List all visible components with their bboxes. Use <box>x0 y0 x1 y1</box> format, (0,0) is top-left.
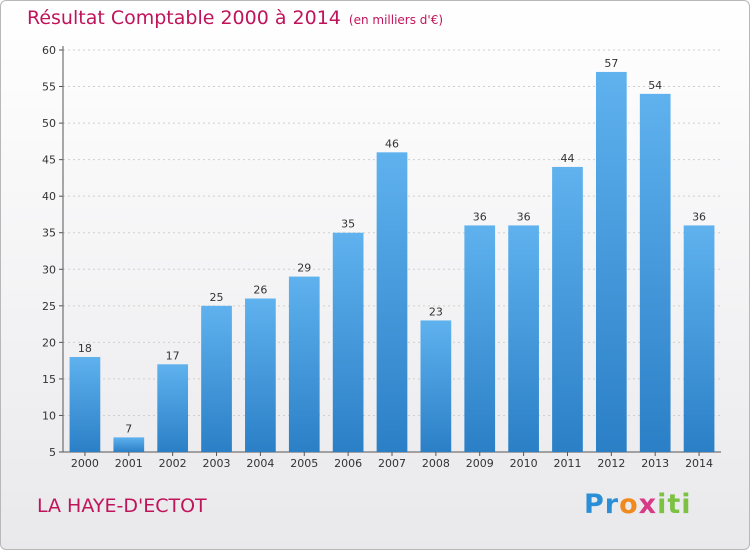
bar-2010 <box>508 225 539 452</box>
labels: 5 10 15 20 25 30 35 40 45 50 55 60 18 2000 7 2001 17 2002… <box>42 44 713 470</box>
data-label-2014: 36 <box>692 210 706 223</box>
x-tick-label-2008: 2008 <box>422 457 450 470</box>
bar-2008 <box>420 320 452 452</box>
bar-2002 <box>157 364 189 452</box>
y-tick-label: 25 <box>42 300 56 313</box>
y-tick-label: 60 <box>42 44 56 57</box>
y-tick-label: 30 <box>42 263 56 276</box>
x-tick-label-2010: 2010 <box>510 457 538 470</box>
y-tick-label: 15 <box>42 373 56 386</box>
y-tick-label: 45 <box>42 154 56 167</box>
data-label-2009: 36 <box>473 210 487 223</box>
chart-unit: (en milliers d'€) <box>348 13 444 27</box>
bar-2005 <box>288 276 320 452</box>
y-tick-label: 10 <box>42 409 56 422</box>
data-label-2001: 7 <box>125 422 132 435</box>
data-label-2002: 17 <box>166 349 180 362</box>
city-name: LA HAYE-D'ECTOT <box>37 495 207 517</box>
bar-2014 <box>683 225 715 452</box>
x-tick-label-2006: 2006 <box>334 457 362 470</box>
data-label-2010: 36 <box>517 210 531 223</box>
data-label-2007: 46 <box>385 137 399 150</box>
chart-title: Résultat Comptable 2000 à 2014 (en millie… <box>27 7 443 29</box>
y-tick-label: 50 <box>42 117 56 130</box>
data-label-2000: 18 <box>78 342 92 355</box>
data-label-2004: 26 <box>253 284 267 297</box>
y-tick-label: 40 <box>42 190 56 203</box>
data-label-2003: 25 <box>210 291 224 304</box>
bar-2012 <box>595 71 627 452</box>
x-tick-label-2000: 2000 <box>71 457 99 470</box>
x-tick-label-2002: 2002 <box>159 457 187 470</box>
x-tick-label-2007: 2007 <box>378 457 406 470</box>
data-label-2013: 54 <box>648 79 662 92</box>
y-tick-label: 35 <box>42 227 56 240</box>
data-label-2011: 44 <box>560 152 574 165</box>
x-tick-label-2001: 2001 <box>115 457 143 470</box>
x-tick-label-2003: 2003 <box>203 457 231 470</box>
bar-2006 <box>332 232 364 452</box>
y-tick-label: 20 <box>42 336 56 349</box>
x-tick-label-2014: 2014 <box>685 457 713 470</box>
x-tick-label-2013: 2013 <box>641 457 669 470</box>
bar-2009 <box>464 225 496 452</box>
y-tick-label: 55 <box>42 81 56 94</box>
proxiti-logo[interactable]: Proxiti <box>584 489 692 520</box>
x-tick-label-2012: 2012 <box>597 457 625 470</box>
y-tick-label: 5 <box>49 446 56 459</box>
chart-title-text: Résultat Comptable 2000 à 2014 <box>27 7 341 29</box>
bar-2004 <box>245 298 276 452</box>
bars <box>69 71 715 453</box>
data-label-2008: 23 <box>429 305 443 318</box>
x-tick-label-2005: 2005 <box>290 457 318 470</box>
data-label-2006: 35 <box>341 218 355 231</box>
bar-2001 <box>113 437 145 452</box>
bar-2000 <box>69 356 101 452</box>
x-tick-label-2004: 2004 <box>246 457 274 470</box>
x-tick-label-2009: 2009 <box>466 457 494 470</box>
bar-2003 <box>201 305 232 452</box>
data-label-2005: 29 <box>297 262 311 275</box>
data-label-2012: 57 <box>604 57 618 70</box>
x-tick-label-2011: 2011 <box>553 457 581 470</box>
bar-2013 <box>639 93 671 452</box>
bar-2007 <box>376 152 408 452</box>
bar-2011 <box>552 166 583 453</box>
